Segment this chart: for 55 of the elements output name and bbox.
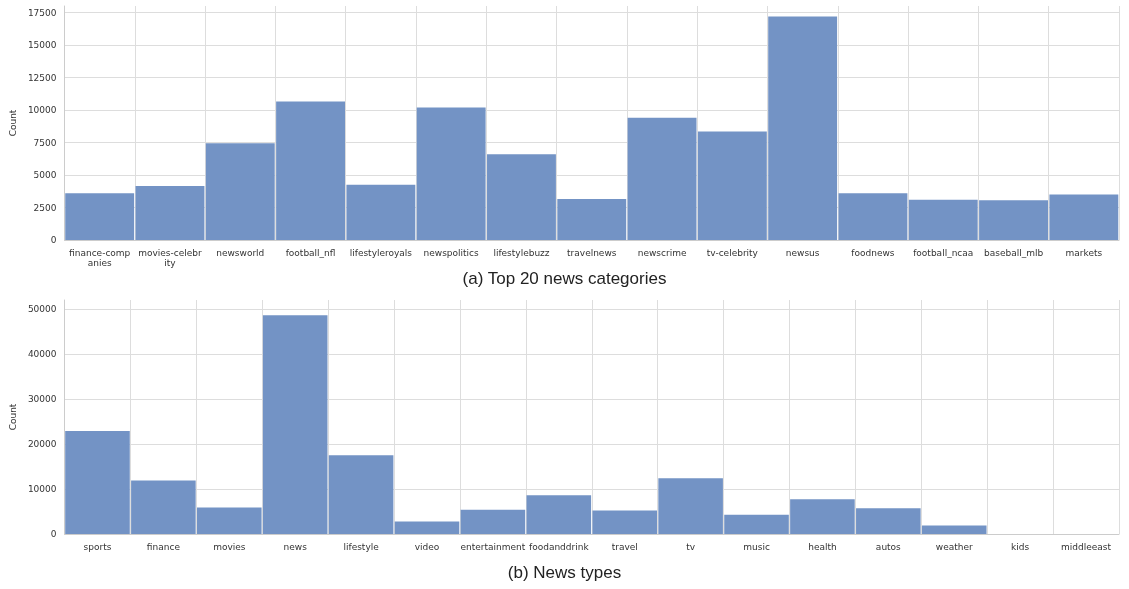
- x-tick-label: travelnews: [567, 248, 617, 258]
- bar: [460, 509, 526, 534]
- x-tick-label: football_nfl: [285, 248, 336, 258]
- y-tick-label: 15000: [27, 40, 57, 50]
- y-tick-label: 10000: [27, 484, 57, 494]
- x-tick-label: football_ncaa: [913, 248, 974, 258]
- y-tick-label: 2500: [33, 202, 57, 213]
- y-tick-label: 0: [50, 235, 57, 245]
- x-tick-label: newscrime: [637, 248, 687, 258]
- y-tick-label: 5000: [33, 170, 57, 180]
- y-tick-label: 40000: [27, 349, 57, 359]
- x-tick-label: travel: [611, 542, 638, 552]
- x-tick-label: lifestyle: [343, 542, 380, 552]
- x-tick-label: newsworld: [216, 248, 265, 258]
- y-axis-title: Count: [7, 403, 18, 431]
- x-tick-label: foodanddrink: [528, 542, 590, 552]
- x-tick-label: weather: [935, 542, 973, 552]
- x-tick-label: news: [283, 542, 308, 552]
- x-tick-label: foodnews: [851, 248, 895, 258]
- y-tick-label: 17500: [27, 7, 57, 18]
- text: (a) Top 20 news categories: [462, 269, 667, 288]
- x-tick-label: middleeast: [1061, 542, 1112, 552]
- bar: [838, 193, 908, 240]
- y-tick-label: 7500: [33, 137, 57, 148]
- x-tick-label: finance: [146, 542, 181, 552]
- x-tick-label: markets: [1065, 248, 1103, 258]
- y-tick-label: 50000: [27, 304, 57, 314]
- x-tick-label: movies-celebrity: [138, 248, 203, 268]
- x-tick-label: kids: [1011, 542, 1030, 552]
- y-tick-label: 20000: [27, 439, 57, 449]
- x-tick-label: tv-celebrity: [706, 248, 759, 258]
- x-tick-label: video: [414, 542, 440, 552]
- y-axis-title: Count: [7, 109, 18, 137]
- x-tick-label: lifestyleroyals: [349, 248, 413, 258]
- y-tick-label: 30000: [27, 394, 57, 404]
- x-tick-label: newsus: [785, 248, 820, 258]
- y-tick-label: 12500: [27, 72, 57, 83]
- x-tick-label: baseball_mlb: [983, 248, 1044, 258]
- x-tick-label: finance-companies: [69, 248, 131, 268]
- x-tick-label: sports: [83, 542, 112, 552]
- bar: [328, 455, 394, 534]
- x-tick-label: tv: [686, 542, 696, 552]
- bar: [65, 193, 135, 240]
- x-tick-label: lifestylebuzz: [493, 248, 550, 258]
- x-tick-label: entertainment: [460, 542, 526, 552]
- x-tick-label: newspolitics: [423, 248, 480, 258]
- x-tick-label: music: [743, 542, 770, 552]
- x-tick-label: health: [808, 542, 837, 552]
- y-tick-label: 10000: [27, 105, 57, 115]
- y-tick-label: 0: [50, 529, 57, 539]
- text: (b) News types: [507, 563, 622, 582]
- x-tick-label: autos: [875, 542, 902, 552]
- x-tick-label: movies: [213, 542, 246, 552]
- bar: [135, 186, 205, 240]
- bar: [394, 521, 460, 534]
